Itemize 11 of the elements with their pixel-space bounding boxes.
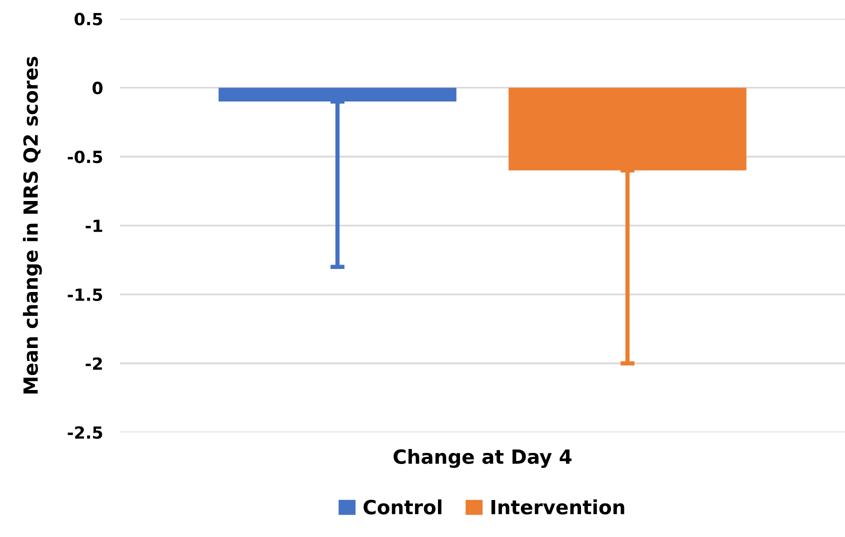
y-tick-label: -1.5 (68, 288, 102, 302)
y-tick-label: 0 (92, 82, 103, 94)
y-tick-label: -2.5 (68, 426, 102, 439)
y-axis-title: Mean change in NRS Q2 scores (22, 56, 42, 394)
y-tick-label: 0.5 (74, 12, 102, 26)
y-tick-label: -1 (86, 220, 102, 232)
y-tick-label: -2 (86, 357, 102, 370)
legend-label: Intervention (491, 499, 624, 514)
x-tick-label: Change at Day 4 (394, 448, 572, 468)
legend-label: Control (364, 499, 442, 514)
y-tick-label: -0.5 (68, 150, 102, 164)
